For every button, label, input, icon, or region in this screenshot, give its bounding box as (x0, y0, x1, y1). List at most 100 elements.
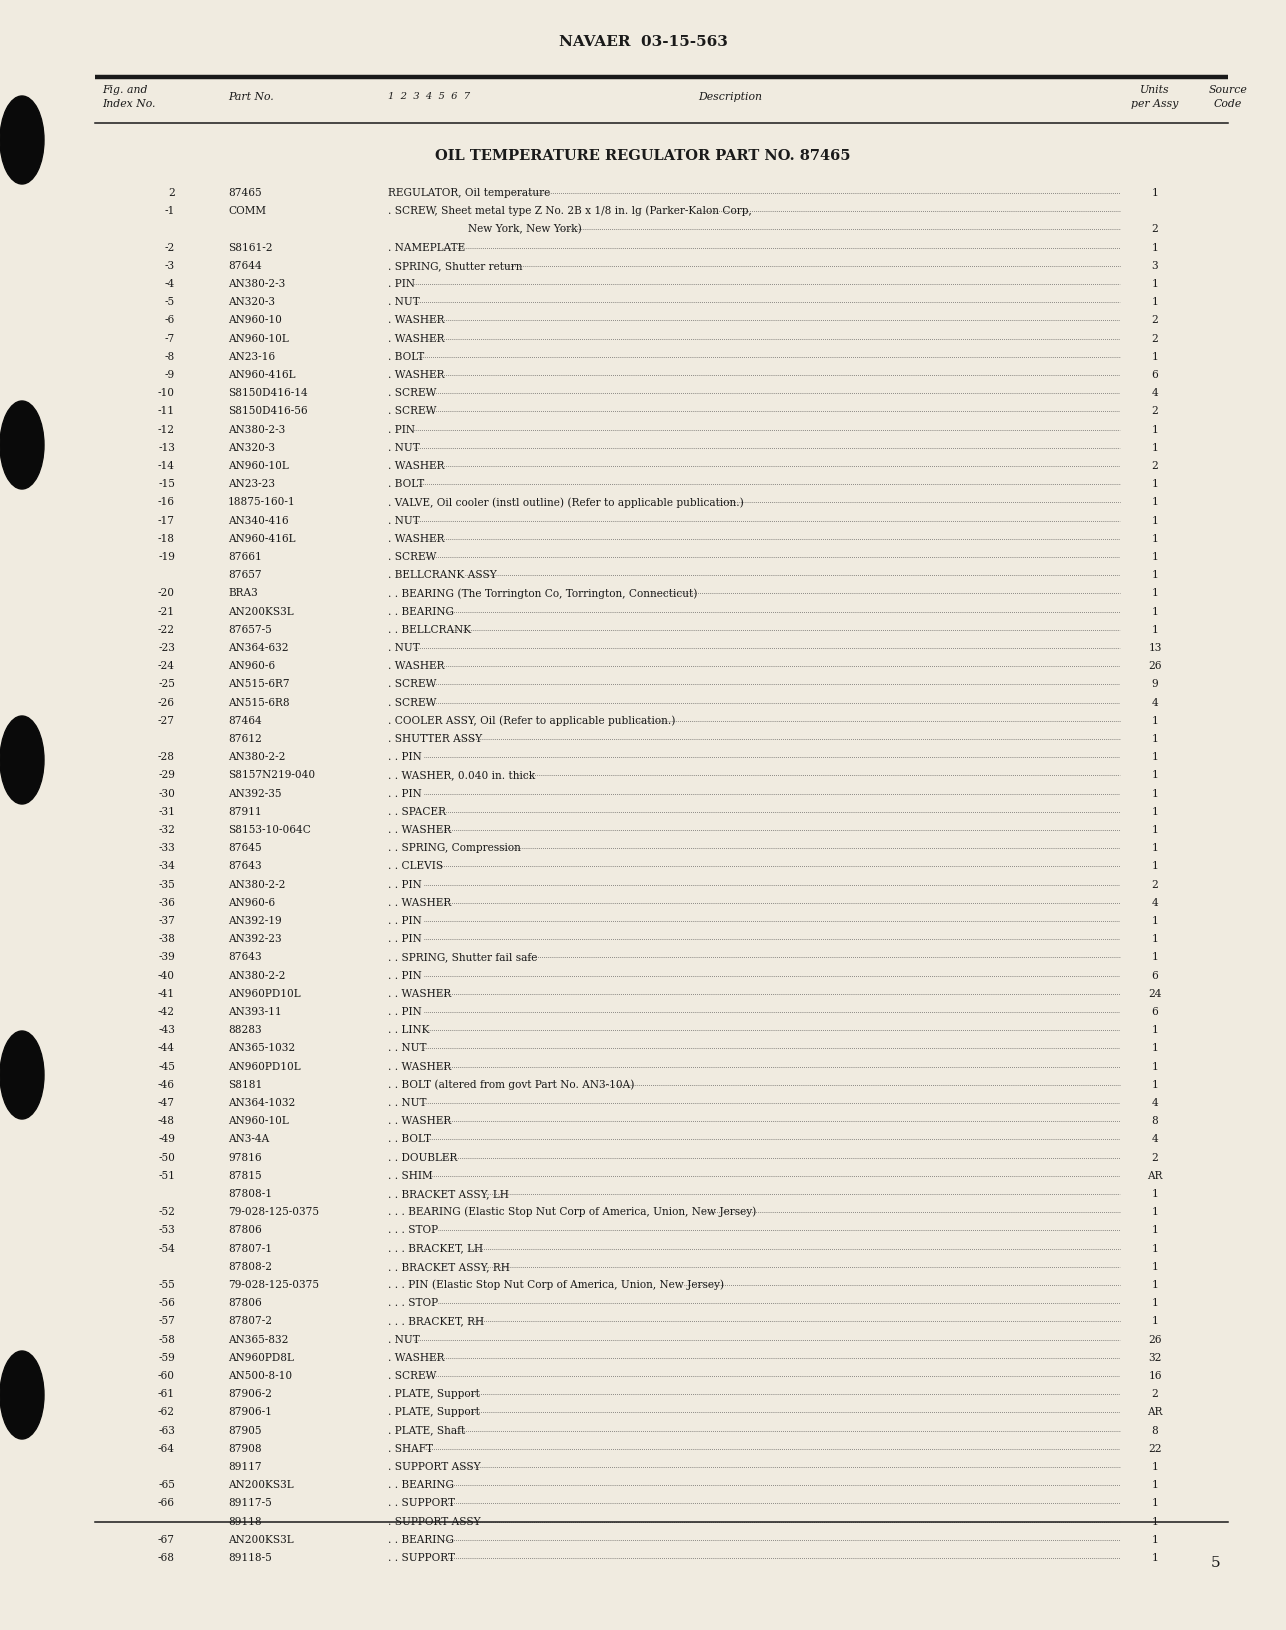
Text: . SUPPORT ASSY: . SUPPORT ASSY (388, 1460, 481, 1472)
Text: 87908: 87908 (228, 1443, 261, 1452)
Text: AN23-23: AN23-23 (228, 479, 275, 489)
Text: 1: 1 (1152, 479, 1159, 489)
Text: -4: -4 (165, 279, 175, 289)
Text: -46: -46 (158, 1079, 175, 1089)
Text: . PLATE, Support: . PLATE, Support (388, 1407, 480, 1416)
Text: 1: 1 (1152, 1224, 1159, 1234)
Text: . . . BRACKET, RH: . . . BRACKET, RH (388, 1315, 484, 1325)
Text: . . BRACKET ASSY, RH: . . BRACKET ASSY, RH (388, 1262, 509, 1271)
Text: Index No.: Index No. (102, 99, 156, 109)
Text: -50: -50 (158, 1152, 175, 1162)
Text: -21: -21 (158, 606, 175, 616)
Text: 89118-5: 89118-5 (228, 1552, 271, 1562)
Text: 1: 1 (1152, 843, 1159, 852)
Text: . . PIN: . . PIN (388, 751, 422, 761)
Text: . WASHER: . WASHER (388, 334, 445, 344)
Text: . . WASHER, 0.040 in. thick: . . WASHER, 0.040 in. thick (388, 769, 535, 779)
Text: -16: -16 (158, 497, 175, 507)
Text: AR: AR (1147, 1407, 1163, 1416)
Text: 87643: 87643 (228, 861, 261, 870)
Text: -29: -29 (158, 769, 175, 779)
Text: . PIN: . PIN (388, 279, 415, 289)
Text: -9: -9 (165, 370, 175, 380)
Text: AN200KS3L: AN200KS3L (228, 606, 293, 616)
Text: -61: -61 (158, 1389, 175, 1399)
Text: 1: 1 (1152, 279, 1159, 289)
Text: . . PIN: . . PIN (388, 879, 422, 888)
Text: 1: 1 (1152, 1297, 1159, 1307)
Text: 6: 6 (1152, 1006, 1159, 1017)
Text: -1: -1 (165, 205, 175, 217)
Text: 87911: 87911 (228, 807, 261, 817)
Text: -34: -34 (158, 861, 175, 870)
Text: 97816: 97816 (228, 1152, 261, 1162)
Text: -48: -48 (158, 1115, 175, 1126)
Text: -49: -49 (158, 1134, 175, 1144)
Text: 79-028-125-0375: 79-028-125-0375 (228, 1280, 319, 1289)
Text: . . BOLT (altered from govt Part No. AN3-10A): . . BOLT (altered from govt Part No. AN3… (388, 1079, 634, 1089)
Text: 1: 1 (1152, 934, 1159, 944)
Text: AN960-10: AN960-10 (228, 315, 282, 326)
Text: . WASHER: . WASHER (388, 533, 445, 543)
Text: . . PIN: . . PIN (388, 916, 422, 926)
Text: 2: 2 (1152, 315, 1159, 326)
Text: -40: -40 (158, 970, 175, 980)
Text: . SCREW: . SCREW (388, 1371, 436, 1381)
Text: . . BEARING: . . BEARING (388, 1534, 454, 1544)
Text: 2: 2 (1152, 225, 1159, 235)
Text: . . . BRACKET, LH: . . . BRACKET, LH (388, 1242, 484, 1253)
Text: -36: -36 (158, 897, 175, 908)
Text: 4: 4 (1152, 698, 1159, 707)
Text: 89117-5: 89117-5 (228, 1498, 271, 1508)
Text: -23: -23 (158, 642, 175, 652)
Text: . SHAFT: . SHAFT (388, 1443, 433, 1452)
Text: AN392-19: AN392-19 (228, 916, 282, 926)
Text: 2: 2 (1152, 1152, 1159, 1162)
Text: -20: -20 (158, 588, 175, 598)
Ellipse shape (0, 1032, 44, 1120)
Text: -67: -67 (158, 1534, 175, 1544)
Text: -53: -53 (158, 1224, 175, 1234)
Text: 1: 1 (1152, 916, 1159, 926)
Text: . . SPRING, Compression: . . SPRING, Compression (388, 843, 521, 852)
Text: S8161-2: S8161-2 (228, 243, 273, 253)
Text: -35: -35 (158, 879, 175, 888)
Text: AN960PD10L: AN960PD10L (228, 988, 301, 998)
Text: AN200KS3L: AN200KS3L (228, 1534, 293, 1544)
Text: Code: Code (1214, 99, 1242, 109)
Text: -52: -52 (158, 1206, 175, 1216)
Text: 1: 1 (1152, 1480, 1159, 1490)
Text: 87657-5: 87657-5 (228, 624, 271, 634)
Text: AN960-416L: AN960-416L (228, 370, 296, 380)
Text: -38: -38 (158, 934, 175, 944)
Text: 8: 8 (1152, 1115, 1159, 1126)
Text: -33: -33 (158, 843, 175, 852)
Text: AN515-6R8: AN515-6R8 (228, 698, 289, 707)
Text: Part No.: Part No. (228, 91, 274, 103)
Text: 1: 1 (1152, 716, 1159, 725)
Text: 2: 2 (1152, 1389, 1159, 1399)
Text: 1: 1 (1152, 789, 1159, 799)
Text: REGULATOR, Oil temperature: REGULATOR, Oil temperature (388, 187, 550, 197)
Text: . WASHER: . WASHER (388, 660, 445, 672)
Text: -56: -56 (158, 1297, 175, 1307)
Text: S8157N219-040: S8157N219-040 (228, 769, 315, 779)
Text: -62: -62 (158, 1407, 175, 1416)
Text: Source: Source (1209, 85, 1247, 95)
Ellipse shape (0, 96, 44, 184)
Text: 79-028-125-0375: 79-028-125-0375 (228, 1206, 319, 1216)
Text: 1: 1 (1152, 1280, 1159, 1289)
Text: AN365-832: AN365-832 (228, 1333, 288, 1343)
Text: -60: -60 (158, 1371, 175, 1381)
Text: . SCREW: . SCREW (388, 698, 436, 707)
Text: -26: -26 (158, 698, 175, 707)
Text: . VALVE, Oil cooler (instl outline) (Refer to applicable publication.): . VALVE, Oil cooler (instl outline) (Ref… (388, 497, 743, 507)
Text: . SCREW: . SCREW (388, 680, 436, 689)
Text: Units: Units (1141, 85, 1170, 95)
Text: BRA3: BRA3 (228, 588, 257, 598)
Text: . . SHIM: . . SHIM (388, 1170, 432, 1180)
Text: . BELLCRANK ASSY: . BELLCRANK ASSY (388, 570, 496, 580)
Text: 1: 1 (1152, 243, 1159, 253)
Text: -7: -7 (165, 334, 175, 344)
Text: AN380-2-2: AN380-2-2 (228, 751, 285, 761)
